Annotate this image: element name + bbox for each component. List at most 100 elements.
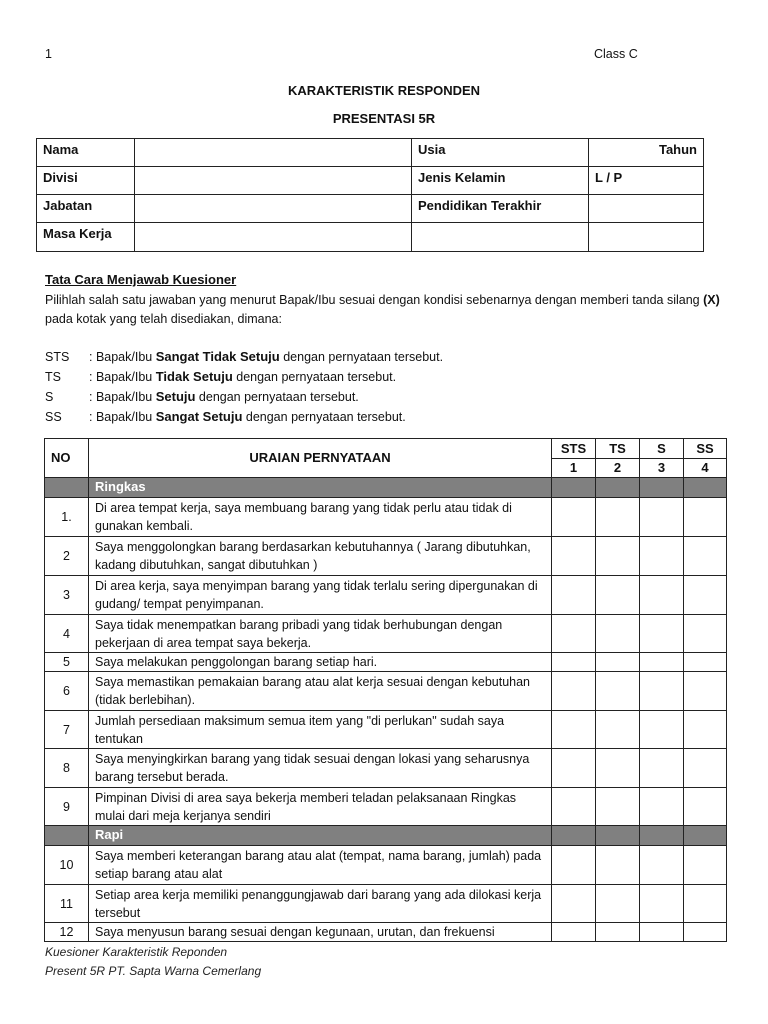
field-label: Jenis Kelamin [411,166,589,195]
statement-number: 12 [44,922,89,942]
statement-text: Saya menggolongkan barang berdasarkan ke… [88,536,552,576]
answer-box-s[interactable] [639,710,684,749]
scale-label-ss: SS [683,438,727,459]
scale-value: 1 [551,458,596,478]
legend-term: Sangat Tidak Setuju [155,349,280,364]
answer-box-ss[interactable] [683,536,727,576]
statement-number: 9 [44,787,89,826]
answer-box-ts[interactable] [595,614,640,653]
answer-box-ss[interactable] [683,497,727,537]
answer-box-ts[interactable] [595,748,640,788]
answer-box-ss[interactable] [683,748,727,788]
answer-box-ts[interactable] [595,575,640,615]
section-cell [683,825,727,846]
field-label[interactable] [411,222,589,252]
answer-box-ss[interactable] [683,845,727,885]
answer-box-ss[interactable] [683,614,727,653]
mark-symbol: (X) [703,293,720,307]
answer-box-sts[interactable] [551,614,596,653]
answer-box-sts[interactable] [551,748,596,788]
field-input[interactable] [134,166,412,195]
field-input[interactable]: L / P [588,166,704,195]
section-cell [683,477,727,498]
statement-row: 4 Saya tidak menempatkan barang pribadi y… [44,614,727,653]
answer-box-sts[interactable] [551,922,596,942]
answer-box-ts[interactable] [595,497,640,537]
legend-suffix: dengan pernyataan tersebut. [242,410,406,424]
answer-box-s[interactable] [639,614,684,653]
answer-box-ts[interactable] [595,710,640,749]
questionnaire-table: NO URAIAN PERNYATAAN STS TS S SS 1 2 3 4 Ringkas 1.… [44,438,727,942]
field-input[interactable] [588,222,704,252]
statement-row: 2 Saya menggolongkan barang berdasarkan k… [44,536,727,576]
answer-box-ss[interactable] [683,884,727,923]
field-input[interactable] [134,222,412,252]
legend-code: TS [45,370,61,384]
scale-label-s: S [639,438,684,459]
statement-row: 12 Saya menyusun barang sesuai dengan keg… [44,922,727,942]
answer-box-s[interactable] [639,845,684,885]
statement-text: Jumlah persediaan maksimum semua item ya… [88,710,552,749]
answer-box-ts[interactable] [595,652,640,672]
field-input[interactable]: Tahun [588,138,704,167]
answer-box-s[interactable] [639,575,684,615]
answer-box-ts[interactable] [595,884,640,923]
answer-box-ss[interactable] [683,710,727,749]
statement-text: Saya memberi keterangan barang atau alat… [88,845,552,885]
document-subtitle: PRESENTASI 5R [332,111,436,126]
statement-row: 1. Di area tempat kerja, saya membuang ba… [44,497,727,537]
section-cell [551,825,596,846]
legend-prefix: : Bapak/Ibu [89,410,156,424]
field-input[interactable] [134,194,412,223]
answer-box-ss[interactable] [683,922,727,942]
section-no [44,825,89,846]
statement-row: 9 Pimpinan Divisi di area saya bekerja me… [44,787,727,826]
answer-box-s[interactable] [639,787,684,826]
answer-box-ts[interactable] [595,787,640,826]
field-label: Masa Kerja [36,222,135,252]
field-input[interactable] [134,138,412,167]
legend-prefix: : Bapak/Ibu [89,350,156,364]
answer-box-sts[interactable] [551,671,596,711]
answer-box-ss[interactable] [683,652,727,672]
legend-item: SS: Bapak/Ibu Sangat Setuju dengan perny… [45,407,443,427]
answer-box-ss[interactable] [683,787,727,826]
statement-text: Di area tempat kerja, saya membuang bara… [88,497,552,537]
answer-box-sts[interactable] [551,710,596,749]
answer-box-ss[interactable] [683,671,727,711]
answer-box-ts[interactable] [595,922,640,942]
statement-number: 8 [44,748,89,788]
answer-box-s[interactable] [639,536,684,576]
answer-box-sts[interactable] [551,845,596,885]
answer-box-ts[interactable] [595,845,640,885]
legend-suffix: dengan pernyataan tersebut. [195,390,359,404]
respondent-row: Masa Kerja [36,222,704,252]
statement-row: 7 Jumlah persediaan maksimum semua item y… [44,710,727,749]
answer-box-sts[interactable] [551,884,596,923]
answer-box-s[interactable] [639,671,684,711]
statement-number: 4 [44,614,89,653]
section-cell [639,477,684,498]
answer-box-s[interactable] [639,652,684,672]
field-label: Usia [411,138,589,167]
answer-box-s[interactable] [639,884,684,923]
field-input[interactable] [588,194,704,223]
legend-item: STS: Bapak/Ibu Sangat Tidak Setuju denga… [45,347,443,367]
answer-box-ss[interactable] [683,575,727,615]
answer-box-ts[interactable] [595,536,640,576]
answer-box-s[interactable] [639,748,684,788]
answer-box-sts[interactable] [551,575,596,615]
section-title: Ringkas [88,477,552,498]
answer-box-sts[interactable] [551,787,596,826]
legend-code: S [45,390,54,404]
answer-box-sts[interactable] [551,536,596,576]
legend-term: Setuju [155,389,196,404]
respondent-row: Divisi Jenis Kelamin L / P [36,166,704,195]
answer-box-ts[interactable] [595,671,640,711]
answer-box-s[interactable] [639,922,684,942]
section-row: Rapi [44,825,727,846]
answer-box-sts[interactable] [551,652,596,672]
answer-box-sts[interactable] [551,497,596,537]
answer-box-s[interactable] [639,497,684,537]
